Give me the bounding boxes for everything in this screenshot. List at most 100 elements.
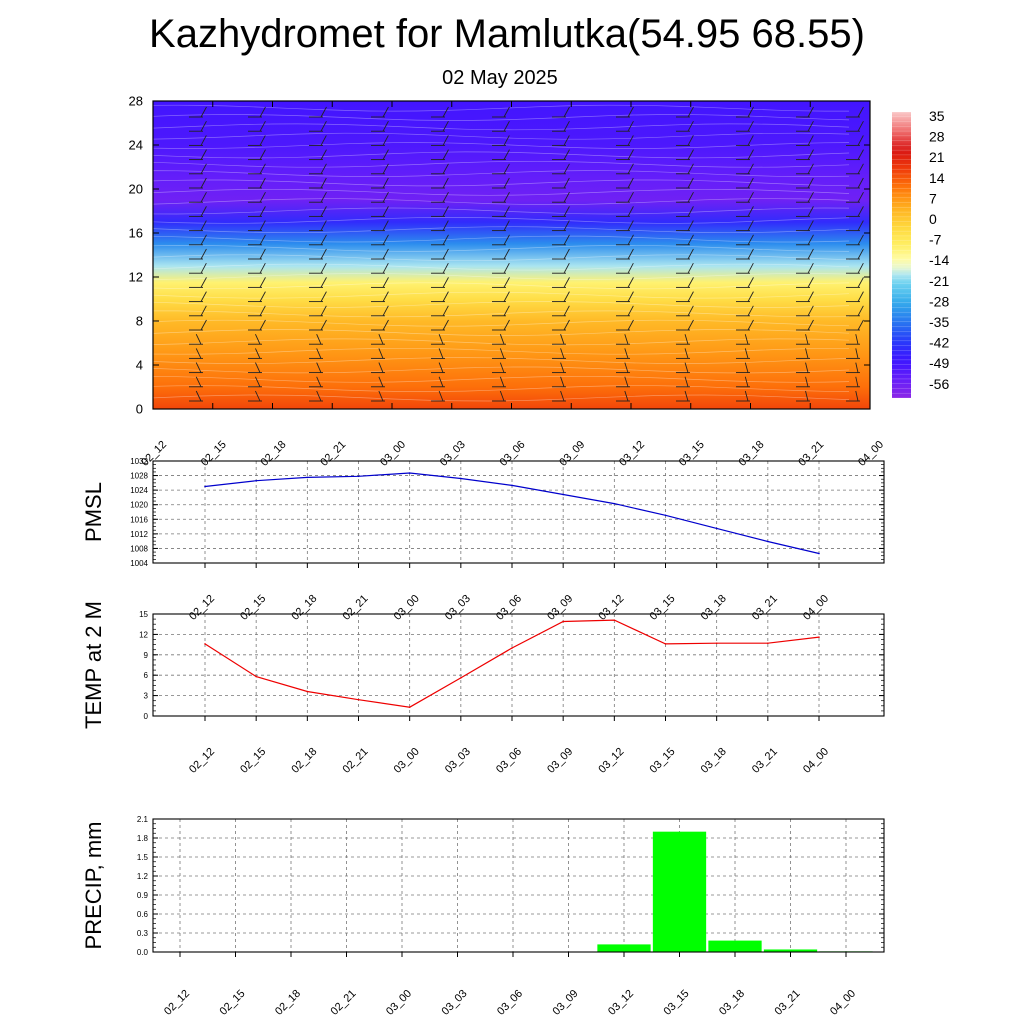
wind-barb-flag <box>442 305 449 317</box>
wind-barb-flag <box>807 248 814 260</box>
wind-barb <box>371 206 389 217</box>
wind-barb <box>189 135 207 146</box>
wind-barb-flag <box>857 234 864 246</box>
wind-barb <box>616 220 634 232</box>
wind-barb-flag <box>382 277 389 288</box>
wind-barb <box>431 191 449 203</box>
contour-line <box>153 151 850 159</box>
y-tick-label: 1032 <box>130 457 148 466</box>
wind-barb-flag <box>200 234 207 246</box>
wind-barb <box>552 390 566 402</box>
wind-barb-flag <box>807 319 814 331</box>
y-tick-label: 20 <box>129 182 143 197</box>
contour-line <box>153 291 850 299</box>
contour-line <box>153 394 850 402</box>
wind-barb-flag <box>805 348 809 359</box>
wind-barb-flag <box>807 149 814 160</box>
wind-barb <box>676 234 694 246</box>
colorbar-label: -49 <box>929 355 949 371</box>
wind-barb-flag <box>316 362 322 373</box>
wind-barb-flag <box>442 106 449 118</box>
wind-barb <box>248 319 266 331</box>
contour-line <box>153 114 850 121</box>
wind-barb-flag <box>503 106 510 118</box>
contour-line <box>153 179 850 187</box>
wind-barb <box>796 277 814 288</box>
x-tick-label: 02_15 <box>218 988 248 1018</box>
wind-barb-flag <box>807 206 814 217</box>
wind-barb <box>736 149 754 161</box>
wind-barb-flag <box>807 291 814 302</box>
wind-barb <box>431 106 449 118</box>
wind-barb-flag <box>320 234 327 246</box>
x-tick-label: 03_21 <box>796 439 826 469</box>
wind-barb-flag <box>857 262 864 274</box>
wind-barb <box>736 262 754 274</box>
wind-barb-flag <box>382 191 389 203</box>
wind-barb <box>492 362 506 374</box>
wind-barb <box>846 362 860 374</box>
wind-barb-flag <box>627 248 634 260</box>
wind-barb <box>846 220 864 232</box>
wind-barb-flag <box>442 120 449 132</box>
wind-barb <box>371 348 385 359</box>
wind-barb <box>552 362 566 374</box>
wind-barb <box>248 234 266 246</box>
wind-barb-flag <box>442 191 449 203</box>
x-tick-label: 03_00 <box>392 746 422 776</box>
colorbar-label: 14 <box>929 170 945 186</box>
data-point <box>818 636 820 638</box>
wind-barb <box>189 319 207 331</box>
wind-barb <box>309 248 327 260</box>
wind-barb-flag <box>503 120 510 132</box>
x-tick-label: 03_00 <box>378 439 408 469</box>
wind-barb <box>189 206 207 217</box>
wind-barb-flag <box>627 262 634 274</box>
wind-barb-flag <box>805 362 809 373</box>
wind-barb <box>371 305 389 317</box>
wind-barb <box>736 234 754 246</box>
contour-line <box>153 198 850 205</box>
wind-barb-flag <box>499 334 505 345</box>
wind-barb-flag <box>195 348 202 359</box>
wind-barb-flag <box>200 319 207 331</box>
wind-barb-flag <box>382 248 389 260</box>
wind-barb-flag <box>442 277 449 288</box>
wind-barb <box>371 177 389 189</box>
wind-barb-flag <box>320 120 327 132</box>
wind-barb <box>189 277 207 288</box>
wind-barb-flag <box>259 206 266 217</box>
data-point <box>562 620 564 623</box>
wind-barb-flag <box>200 149 207 160</box>
wind-barb-flag <box>687 262 694 274</box>
wind-barb-flag <box>687 234 694 246</box>
wind-barb <box>248 334 262 345</box>
x-tick-label: 03_12 <box>606 988 636 1018</box>
wind-barb <box>371 135 389 146</box>
wind-barb <box>431 390 445 402</box>
wind-barb <box>676 334 690 345</box>
wind-barb-flag <box>503 177 510 189</box>
wind-barb-flag <box>807 277 814 288</box>
x-tick-label: 03_15 <box>662 988 692 1018</box>
wind-barb-flag <box>627 319 634 331</box>
wind-barb-flag <box>200 291 207 302</box>
wind-barb-flag <box>320 135 327 146</box>
wind-barb <box>492 305 510 317</box>
wind-barb-flag <box>563 149 570 160</box>
y-tick-label: 12 <box>129 270 143 285</box>
x-tick-label: 03_00 <box>392 593 422 623</box>
wind-barb <box>431 149 449 161</box>
contour-line <box>153 207 850 215</box>
wind-barb-flag <box>563 120 570 132</box>
wind-barb <box>552 106 570 118</box>
x-tick-label: 02_12 <box>187 746 217 776</box>
chart-subtitle: 02 May 2025 <box>442 67 558 89</box>
wind-barb-flag <box>382 206 389 217</box>
y-tick-label: 0.9 <box>137 891 149 900</box>
wind-barb <box>189 248 207 260</box>
contour-line <box>153 188 850 196</box>
wind-barb <box>796 106 814 118</box>
wind-barb <box>492 291 510 303</box>
wind-barb-flag <box>200 262 207 274</box>
